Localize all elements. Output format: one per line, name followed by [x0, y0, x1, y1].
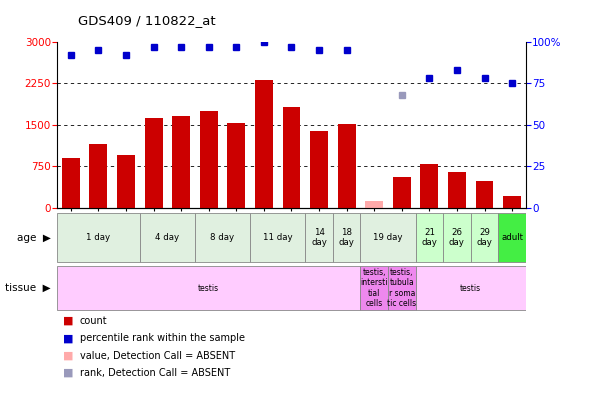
Bar — [57, 213, 140, 262]
Text: testis,
tubula
r soma
tic cells: testis, tubula r soma tic cells — [387, 268, 416, 308]
Bar — [57, 266, 361, 310]
Bar — [195, 213, 250, 262]
Text: 19 day: 19 day — [373, 233, 403, 242]
Text: 29
day: 29 day — [477, 228, 492, 247]
Bar — [421, 164, 438, 208]
Bar — [365, 201, 383, 208]
Text: 1 day: 1 day — [87, 233, 111, 242]
Text: 8 day: 8 day — [210, 233, 234, 242]
Text: percentile rank within the sample: percentile rank within the sample — [80, 333, 245, 343]
Text: testis,
intersti
tial
cells: testis, intersti tial cells — [361, 268, 388, 308]
Bar — [415, 213, 443, 262]
Text: ■: ■ — [63, 368, 73, 378]
Bar — [388, 266, 415, 310]
Text: 11 day: 11 day — [263, 233, 293, 242]
Bar — [448, 172, 466, 208]
Bar — [90, 144, 108, 208]
Bar — [62, 158, 80, 208]
Bar — [145, 118, 162, 208]
Text: ■: ■ — [63, 316, 73, 326]
Bar — [140, 213, 195, 262]
Bar — [361, 213, 415, 262]
Text: adult: adult — [501, 233, 523, 242]
Text: age  ▶: age ▶ — [17, 232, 51, 243]
Text: ■: ■ — [63, 333, 73, 343]
Bar — [415, 266, 526, 310]
Bar — [255, 80, 273, 208]
Bar — [282, 107, 300, 208]
Text: 4 day: 4 day — [155, 233, 180, 242]
Bar — [227, 122, 245, 208]
Bar — [393, 177, 410, 208]
Bar — [117, 155, 135, 208]
Text: value, Detection Call = ABSENT: value, Detection Call = ABSENT — [80, 350, 235, 361]
Bar — [200, 111, 218, 208]
Bar — [250, 213, 305, 262]
Text: count: count — [80, 316, 108, 326]
Text: testis: testis — [460, 284, 481, 293]
Bar — [333, 213, 361, 262]
Text: tissue  ▶: tissue ▶ — [5, 283, 51, 293]
Bar — [471, 213, 498, 262]
Bar — [503, 196, 521, 208]
Bar — [475, 181, 493, 208]
Text: 18
day: 18 day — [339, 228, 355, 247]
Text: 26
day: 26 day — [449, 228, 465, 247]
Bar — [310, 131, 328, 208]
Bar — [443, 213, 471, 262]
Text: 21
day: 21 day — [421, 228, 438, 247]
Bar — [498, 213, 526, 262]
Bar — [172, 116, 190, 208]
Text: testis: testis — [198, 284, 219, 293]
Text: rank, Detection Call = ABSENT: rank, Detection Call = ABSENT — [80, 368, 230, 378]
Text: 14
day: 14 day — [311, 228, 327, 247]
Bar — [305, 213, 333, 262]
Text: GDS409 / 110822_at: GDS409 / 110822_at — [78, 14, 216, 27]
Bar — [338, 124, 356, 208]
Bar — [361, 266, 388, 310]
Text: ■: ■ — [63, 350, 73, 361]
